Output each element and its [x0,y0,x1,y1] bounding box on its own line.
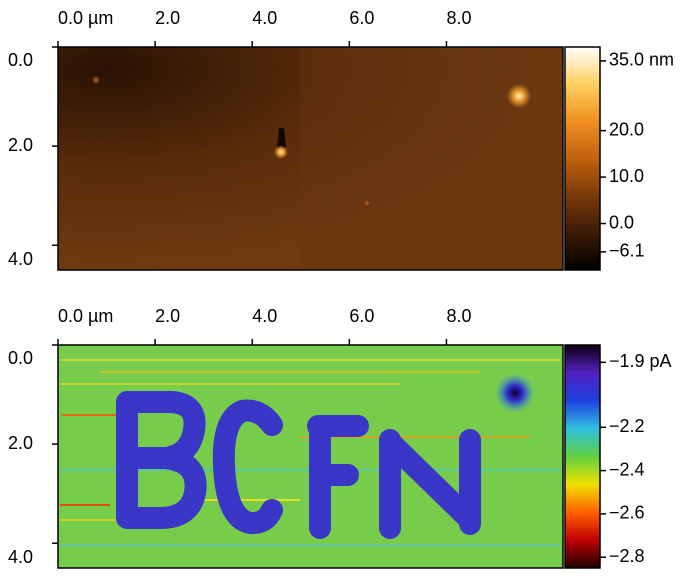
y-tick-label: 2.0 [8,135,33,155]
x-tick-label: 0.0 µm [58,8,113,28]
colorbar-tick-label: −2.4 [609,459,645,479]
x-tick-label: 6.0 [349,306,374,326]
y-tick-label: 4.0 [8,249,33,269]
plot-frame [57,46,564,271]
y-tick-label: 0.0 [8,348,33,368]
x-tick-label: 2.0 [155,306,180,326]
colorbar-tick-label: 0.0 [609,212,634,232]
colorbar-tick-label: 20.0 [609,119,644,139]
x-tick-label: 0.0 µm [58,306,113,326]
colorbar [564,344,601,569]
x-tick-label: 4.0 [252,306,277,326]
colorbar-tick-label: −1.9 pA [609,351,672,371]
x-tick-label: 2.0 [155,8,180,28]
colorbar-tick-label: −2.8 [609,546,645,566]
x-tick-label: 8.0 [446,306,471,326]
y-tick-label: 0.0 [8,50,33,70]
y-tick-label: 4.0 [8,547,33,567]
x-tick-label: 6.0 [349,8,374,28]
colorbar-tick-label: 10.0 [609,166,644,186]
x-tick-label: 4.0 [252,8,277,28]
colorbar-tick-label: −2.6 [609,503,645,523]
colorbar-tick-label: 35.0 nm [609,50,674,70]
current-image [58,345,563,568]
topography-image [58,47,563,270]
x-tick-label: 8.0 [446,8,471,28]
plot-frame [57,344,564,569]
colorbar-tick-label: −6.1 [609,241,645,261]
colorbar-tick-label: −2.2 [609,416,645,436]
colorbar [564,46,601,271]
y-tick-label: 2.0 [8,433,33,453]
